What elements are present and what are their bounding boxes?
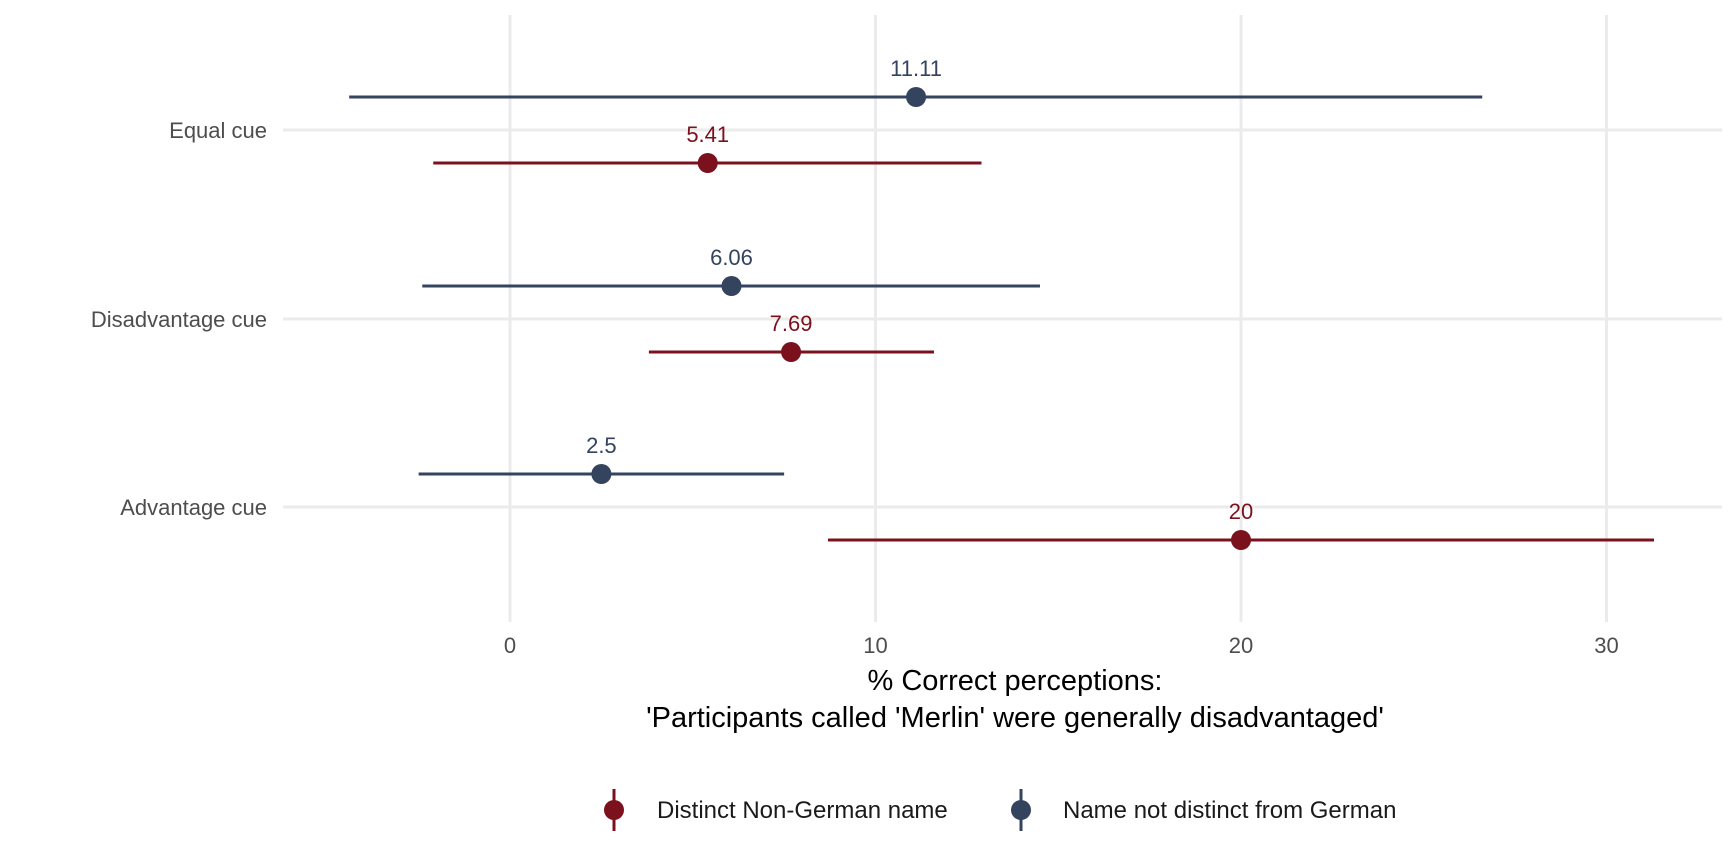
point-0-0: [906, 87, 927, 107]
x-tick-label-3: 30: [1594, 633, 1618, 658]
point-0-1: [721, 276, 742, 296]
legend-label-0: Distinct Non-German name: [657, 797, 948, 824]
legend: Distinct Non-German name Name not distinc…: [604, 789, 1396, 831]
data-label-1-1: 7.69: [770, 311, 813, 336]
point-1-1: [781, 342, 802, 362]
legend-label-1: Name not distinct from German: [1063, 797, 1396, 824]
data-marks: 11.11 6.06 2.5 5.41 7.69 20: [349, 56, 1655, 550]
y-tick-label-2: Advantage cue: [120, 495, 267, 520]
point-1-0: [697, 153, 718, 173]
series-0: 11.11 6.06 2.5: [349, 56, 1483, 484]
point-1-2: [1231, 530, 1251, 550]
x-tick-label-0: 0: [504, 633, 516, 658]
data-label-1-0: 5.41: [686, 122, 729, 147]
x-axis-title-line-0: % Correct perceptions:: [868, 665, 1163, 697]
data-label-1-2: 20: [1229, 499, 1253, 524]
data-label-0-1: 6.06: [710, 245, 753, 270]
y-axis: Equal cue Disadvantage cue Advantage cue: [91, 118, 267, 520]
x-axis-title: % Correct perceptions: 'Participants call…: [646, 665, 1384, 734]
x-tick-label-2: 20: [1229, 633, 1253, 658]
point-0-2: [591, 464, 612, 484]
legend-item-1: Name not distinct from German: [1011, 789, 1396, 831]
data-label-0-2: 2.5: [586, 433, 617, 458]
gridlines: [283, 15, 1722, 622]
legend-key-point-1: [1011, 800, 1031, 820]
series-1: 5.41 7.69 20: [433, 122, 1655, 550]
y-tick-label-1: Disadvantage cue: [91, 307, 267, 332]
x-axis: 0 10 20 30: [504, 633, 1619, 658]
data-label-0-0: 11.11: [890, 56, 942, 81]
y-tick-label-0: Equal cue: [169, 118, 267, 143]
x-tick-label-1: 10: [863, 633, 887, 658]
legend-item-0: Distinct Non-German name: [604, 789, 948, 831]
legend-key-point-0: [604, 800, 624, 820]
x-axis-title-line-1: 'Participants called 'Merlin' were gener…: [646, 702, 1384, 734]
